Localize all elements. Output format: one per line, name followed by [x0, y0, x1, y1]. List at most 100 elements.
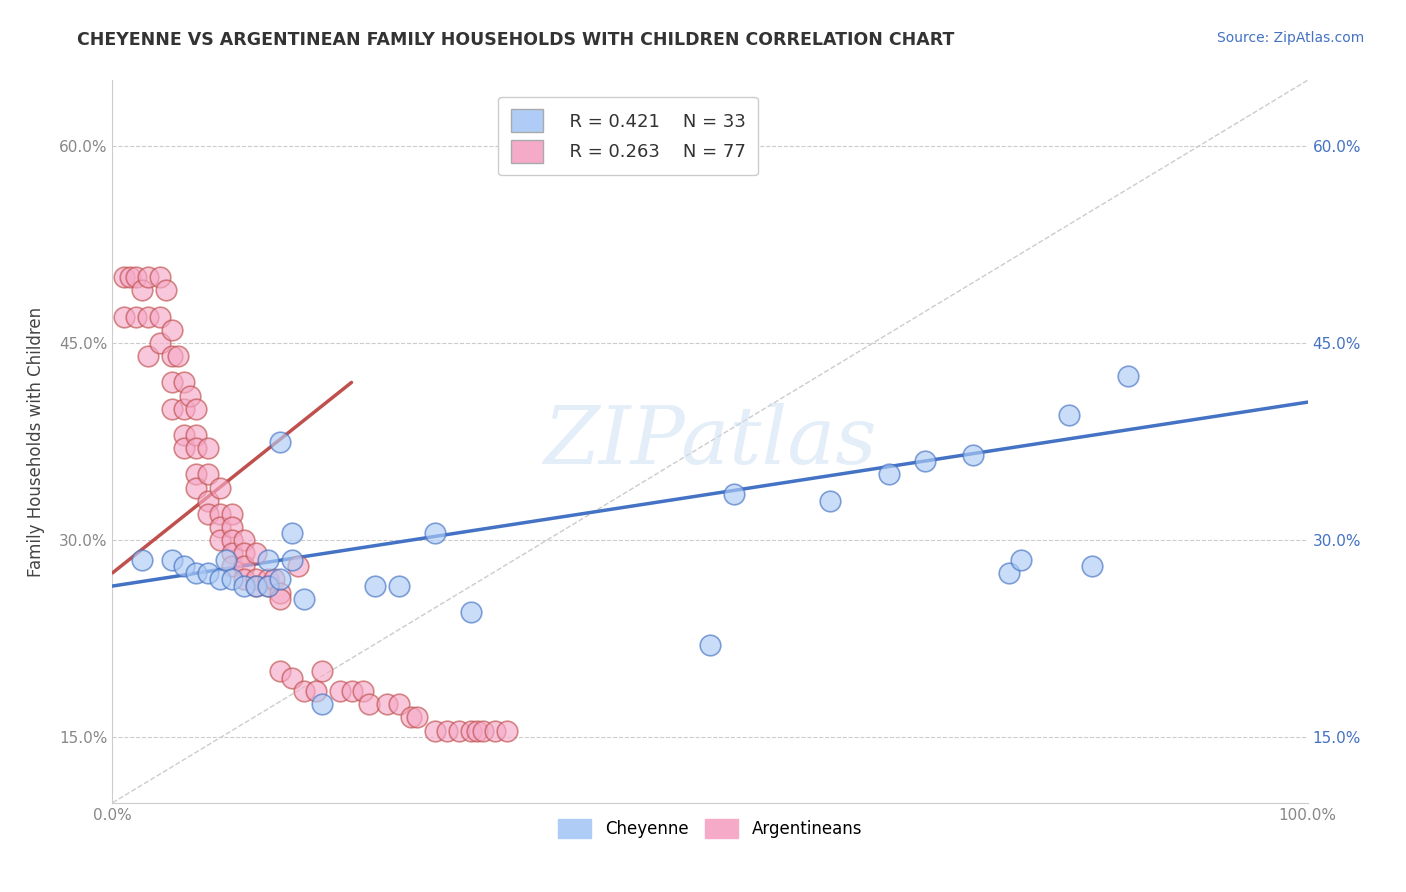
- Point: [233, 579, 256, 593]
- Point: [221, 533, 243, 547]
- Point: [186, 566, 208, 580]
- Point: [173, 441, 195, 455]
- Point: [1057, 409, 1080, 423]
- Point: [257, 579, 280, 593]
- Point: [138, 310, 160, 324]
- Point: [221, 573, 243, 587]
- Point: [197, 467, 219, 482]
- Point: [209, 481, 232, 495]
- Point: [401, 710, 423, 724]
- Point: [149, 336, 172, 351]
- Point: [377, 698, 399, 712]
- Point: [149, 270, 172, 285]
- Text: ZIPatlas: ZIPatlas: [543, 403, 877, 480]
- Point: [125, 270, 148, 285]
- Point: [209, 573, 232, 587]
- Point: [186, 441, 208, 455]
- Point: [245, 579, 267, 593]
- Point: [162, 401, 183, 416]
- Legend: Cheyenne, Argentineans: Cheyenne, Argentineans: [551, 813, 869, 845]
- Point: [233, 559, 256, 574]
- Point: [496, 723, 519, 738]
- Point: [197, 493, 219, 508]
- Point: [818, 493, 841, 508]
- Point: [162, 323, 183, 337]
- Point: [447, 723, 470, 738]
- Point: [436, 723, 458, 738]
- Point: [352, 684, 374, 698]
- Point: [125, 310, 148, 324]
- Point: [233, 546, 256, 560]
- Point: [460, 723, 482, 738]
- Point: [269, 434, 291, 449]
- Point: [257, 579, 280, 593]
- Point: [388, 698, 411, 712]
- Point: [245, 579, 267, 593]
- Point: [186, 481, 208, 495]
- Point: [162, 376, 183, 390]
- Point: [257, 573, 280, 587]
- Point: [425, 526, 447, 541]
- Point: [311, 665, 333, 679]
- Point: [699, 638, 721, 652]
- Text: Source: ZipAtlas.com: Source: ZipAtlas.com: [1216, 31, 1364, 45]
- Point: [245, 573, 267, 587]
- Point: [263, 573, 285, 587]
- Point: [131, 553, 153, 567]
- Point: [221, 520, 243, 534]
- Y-axis label: Family Households with Children: Family Households with Children: [27, 307, 45, 576]
- Point: [209, 507, 232, 521]
- Text: CHEYENNE VS ARGENTINEAN FAMILY HOUSEHOLDS WITH CHILDREN CORRELATION CHART: CHEYENNE VS ARGENTINEAN FAMILY HOUSEHOLD…: [77, 31, 955, 49]
- Point: [292, 684, 315, 698]
- Point: [209, 533, 232, 547]
- Point: [257, 553, 280, 567]
- Point: [114, 310, 135, 324]
- Point: [186, 401, 208, 416]
- Point: [1081, 559, 1104, 574]
- Point: [155, 284, 177, 298]
- Point: [484, 723, 506, 738]
- Point: [173, 401, 195, 416]
- Point: [173, 559, 195, 574]
- Point: [162, 349, 183, 363]
- Point: [465, 723, 488, 738]
- Point: [723, 487, 745, 501]
- Point: [173, 428, 195, 442]
- Point: [359, 698, 381, 712]
- Point: [162, 553, 183, 567]
- Point: [292, 592, 315, 607]
- Point: [186, 428, 208, 442]
- Point: [879, 467, 901, 482]
- Point: [138, 349, 160, 363]
- Point: [460, 605, 482, 619]
- Point: [914, 454, 936, 468]
- Point: [197, 566, 219, 580]
- Point: [120, 270, 142, 285]
- Point: [281, 526, 304, 541]
- Point: [131, 284, 153, 298]
- Point: [364, 579, 387, 593]
- Point: [186, 467, 208, 482]
- Point: [406, 710, 429, 724]
- Point: [1010, 553, 1032, 567]
- Point: [340, 684, 363, 698]
- Point: [197, 441, 219, 455]
- Point: [114, 270, 135, 285]
- Point: [329, 684, 352, 698]
- Point: [173, 376, 195, 390]
- Point: [167, 349, 190, 363]
- Point: [998, 566, 1021, 580]
- Point: [281, 671, 304, 685]
- Point: [269, 665, 291, 679]
- Point: [233, 573, 256, 587]
- Point: [245, 546, 267, 560]
- Point: [269, 573, 291, 587]
- Point: [305, 684, 328, 698]
- Point: [149, 310, 172, 324]
- Point: [472, 723, 495, 738]
- Point: [221, 546, 243, 560]
- Point: [388, 579, 411, 593]
- Point: [138, 270, 160, 285]
- Point: [425, 723, 447, 738]
- Point: [221, 507, 243, 521]
